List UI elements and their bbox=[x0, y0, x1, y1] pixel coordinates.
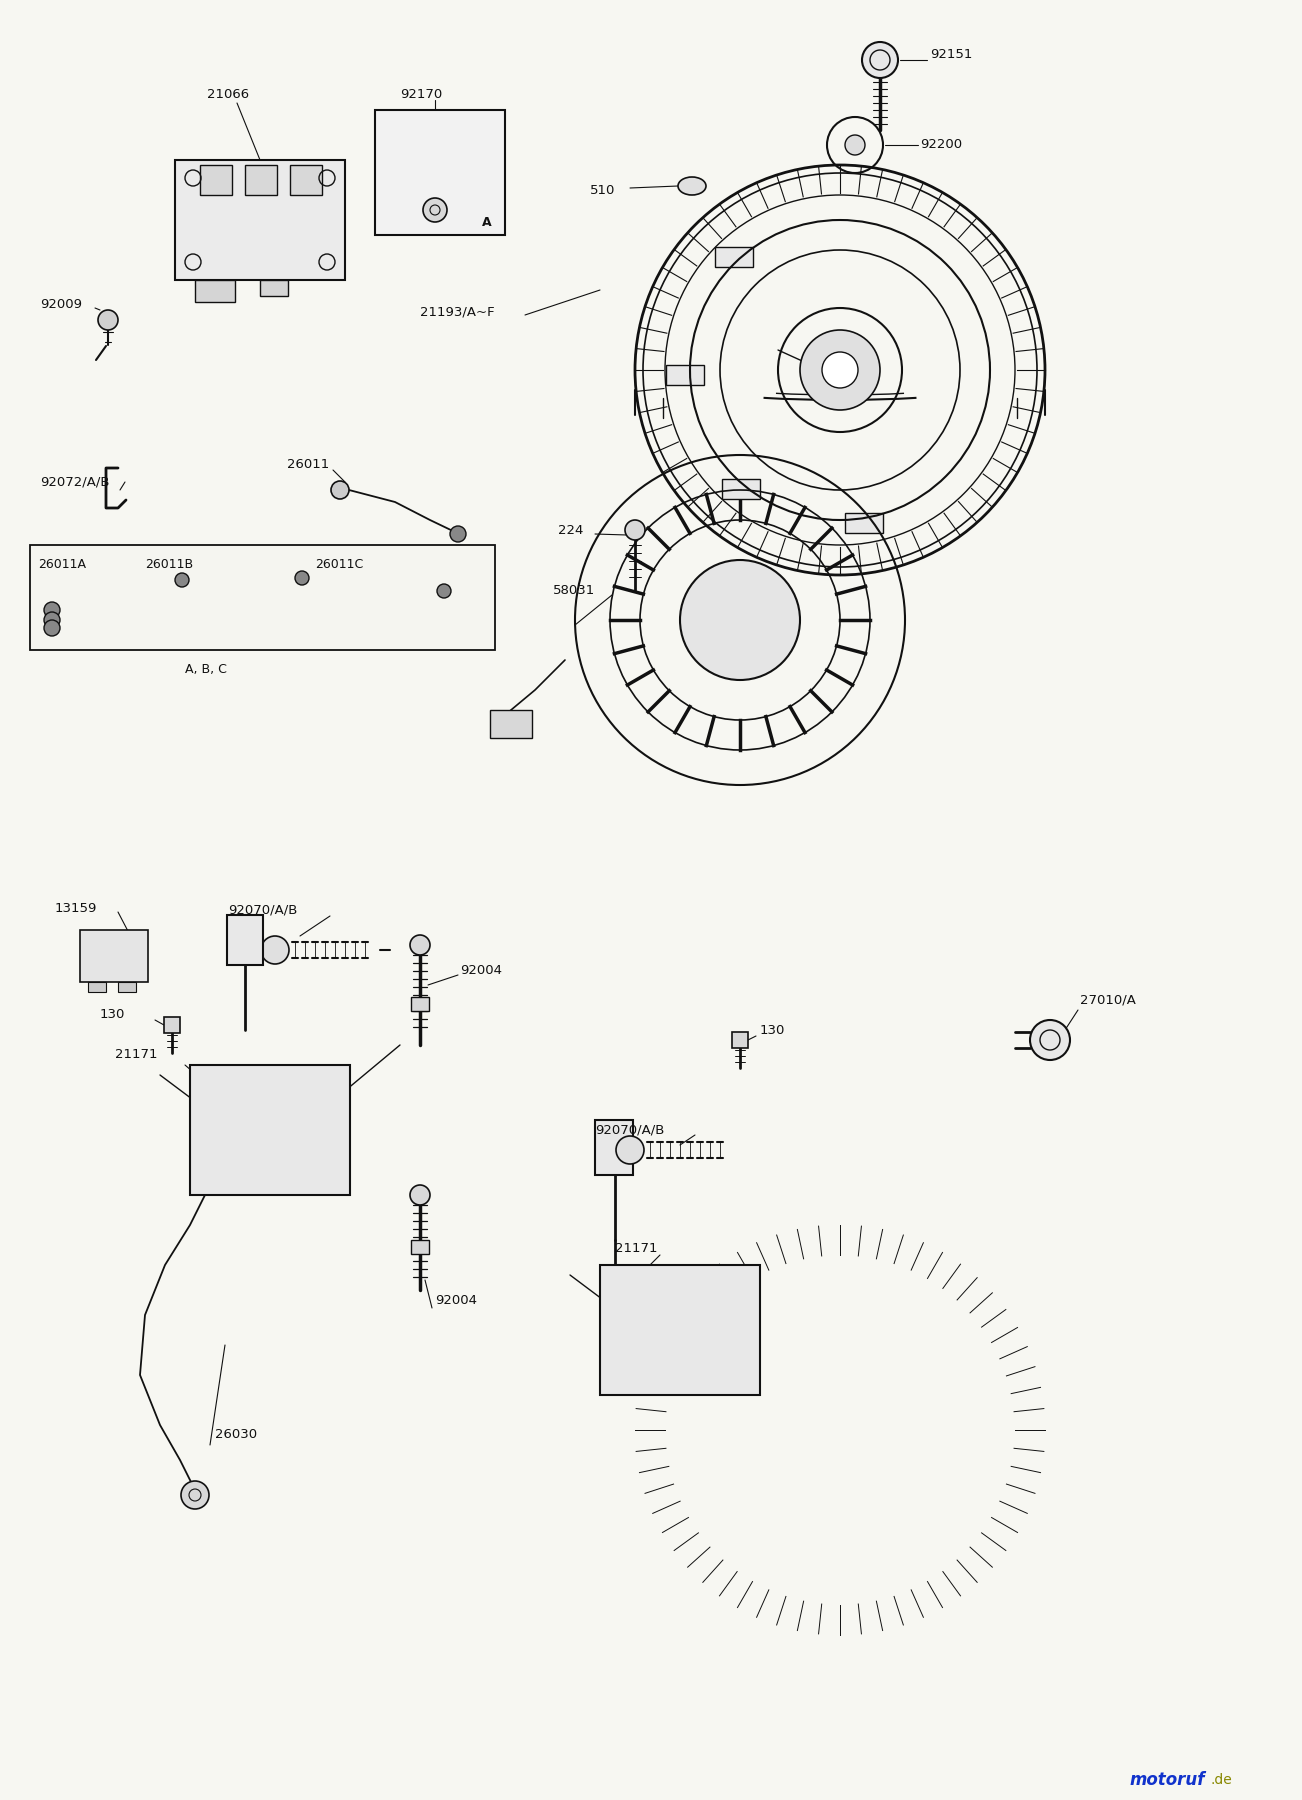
Bar bbox=[201, 166, 232, 194]
Bar bbox=[845, 513, 883, 533]
Circle shape bbox=[862, 41, 898, 77]
Text: 92072/A/B: 92072/A/B bbox=[40, 475, 109, 488]
Bar bbox=[164, 1017, 180, 1033]
Text: 27010/A: 27010/A bbox=[1079, 994, 1135, 1006]
Bar bbox=[411, 1240, 428, 1255]
Text: 21171: 21171 bbox=[115, 1048, 158, 1062]
Bar bbox=[227, 914, 263, 965]
Bar bbox=[30, 545, 495, 650]
Bar bbox=[411, 997, 428, 1012]
Bar bbox=[600, 1265, 760, 1395]
Text: 92004: 92004 bbox=[460, 963, 503, 976]
Text: 26011C: 26011C bbox=[315, 558, 363, 572]
Text: .de: .de bbox=[1210, 1773, 1232, 1787]
Text: 130: 130 bbox=[100, 1008, 125, 1022]
Text: 21066: 21066 bbox=[207, 88, 249, 101]
Bar bbox=[715, 247, 753, 266]
Bar bbox=[195, 281, 234, 302]
Text: 92151: 92151 bbox=[930, 49, 973, 61]
Circle shape bbox=[845, 135, 865, 155]
Circle shape bbox=[423, 198, 447, 221]
Text: A: A bbox=[482, 216, 492, 229]
Text: 92009: 92009 bbox=[40, 299, 82, 311]
Bar bbox=[732, 1031, 749, 1048]
Bar bbox=[79, 931, 148, 983]
Bar bbox=[190, 1066, 350, 1195]
Circle shape bbox=[1030, 1021, 1070, 1060]
Circle shape bbox=[410, 934, 430, 956]
Text: 26011: 26011 bbox=[286, 457, 329, 470]
Text: 21193/A~F: 21193/A~F bbox=[421, 306, 495, 319]
Text: 26011A: 26011A bbox=[38, 558, 86, 572]
Text: 130: 130 bbox=[760, 1024, 785, 1037]
Circle shape bbox=[44, 612, 60, 628]
Text: motoruf: motoruf bbox=[1130, 1771, 1204, 1789]
Circle shape bbox=[44, 619, 60, 635]
Circle shape bbox=[616, 1136, 644, 1165]
Bar bbox=[375, 110, 505, 236]
Circle shape bbox=[331, 481, 349, 499]
Circle shape bbox=[410, 1184, 430, 1204]
Text: 58031: 58031 bbox=[553, 583, 595, 596]
Bar bbox=[89, 983, 105, 992]
Circle shape bbox=[437, 583, 450, 598]
Text: 224: 224 bbox=[559, 524, 583, 536]
Circle shape bbox=[44, 601, 60, 617]
Text: 21171: 21171 bbox=[615, 1242, 658, 1255]
Circle shape bbox=[799, 329, 880, 410]
Ellipse shape bbox=[678, 176, 706, 194]
Text: 92004: 92004 bbox=[435, 1294, 477, 1307]
Circle shape bbox=[625, 520, 644, 540]
Bar bbox=[245, 166, 277, 194]
Bar bbox=[174, 160, 345, 281]
Circle shape bbox=[181, 1481, 210, 1508]
Bar bbox=[118, 983, 135, 992]
Text: 92200: 92200 bbox=[921, 139, 962, 151]
Text: 92070/A/B: 92070/A/B bbox=[228, 904, 297, 916]
Text: 510: 510 bbox=[590, 184, 616, 196]
Circle shape bbox=[296, 571, 309, 585]
Text: 13159: 13159 bbox=[55, 902, 98, 914]
Bar bbox=[723, 479, 760, 499]
Text: A, B, C: A, B, C bbox=[185, 664, 227, 677]
Circle shape bbox=[260, 936, 289, 965]
Text: 26030: 26030 bbox=[215, 1429, 256, 1442]
Bar bbox=[490, 709, 533, 738]
Bar bbox=[667, 365, 704, 385]
Text: 92170: 92170 bbox=[400, 88, 443, 101]
Circle shape bbox=[680, 560, 799, 680]
Bar bbox=[595, 1120, 633, 1175]
Circle shape bbox=[98, 310, 118, 329]
Text: 26011B: 26011B bbox=[145, 558, 193, 572]
Bar bbox=[260, 281, 288, 295]
Bar bbox=[290, 166, 322, 194]
Text: 92070/A/B: 92070/A/B bbox=[595, 1123, 664, 1136]
Circle shape bbox=[174, 572, 189, 587]
Circle shape bbox=[822, 353, 858, 389]
Circle shape bbox=[450, 526, 466, 542]
